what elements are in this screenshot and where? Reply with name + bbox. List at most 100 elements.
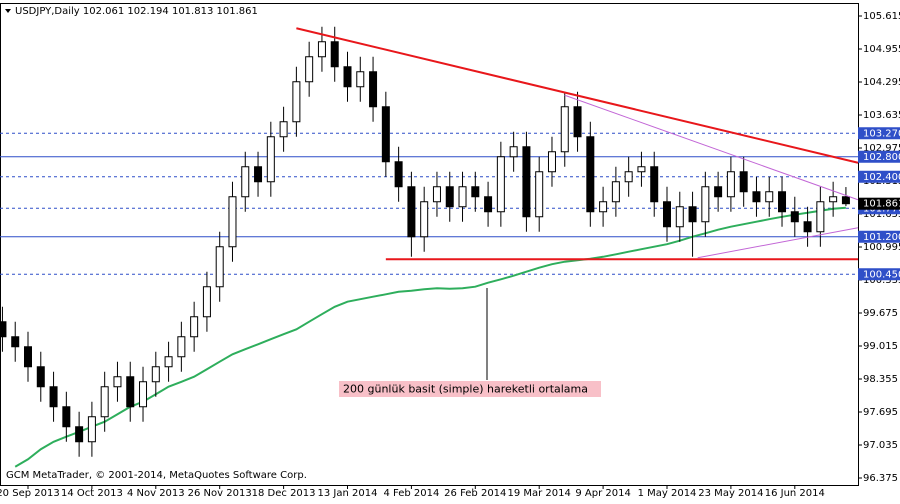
last-price-box bbox=[858, 197, 900, 210]
y-tick-label: 97.695 bbox=[863, 407, 898, 418]
chart-title: USDJPY,Daily 102.061 102.194 101.813 101… bbox=[15, 6, 258, 17]
level-label-box bbox=[858, 150, 900, 163]
last-price-label: 101.861 bbox=[863, 199, 900, 210]
candle-body bbox=[445, 186, 454, 208]
candle-body bbox=[739, 171, 748, 193]
candle-body bbox=[509, 146, 518, 158]
candle-body bbox=[49, 386, 58, 408]
candle-body bbox=[266, 136, 275, 183]
candle-body bbox=[330, 41, 339, 68]
x-tick-label: 16 Jun 2014 bbox=[765, 488, 825, 499]
y-tick-label: 98.355 bbox=[863, 374, 898, 385]
footer: GCM MetaTrader, © 2001-2014, MetaQuotes … bbox=[6, 470, 307, 481]
candle-body bbox=[790, 211, 799, 223]
candle-body bbox=[496, 156, 505, 213]
candle-body bbox=[343, 66, 352, 88]
candle-body bbox=[458, 186, 467, 208]
candle-body bbox=[560, 106, 569, 153]
x-tick-label: 23 May 2014 bbox=[698, 488, 763, 499]
candle-body bbox=[11, 336, 20, 348]
moving-average bbox=[14, 206, 846, 468]
candle-body bbox=[305, 56, 314, 83]
y-tick-label: 104.295 bbox=[863, 77, 900, 88]
candle-body bbox=[190, 316, 199, 338]
candle-body bbox=[816, 201, 825, 233]
level-label: 100.450 bbox=[863, 269, 900, 280]
candle-body bbox=[100, 386, 109, 418]
candle-body bbox=[317, 41, 326, 58]
candle-body bbox=[765, 191, 774, 203]
candle-body bbox=[369, 71, 378, 108]
candle-body bbox=[778, 191, 787, 213]
candle-body bbox=[177, 336, 186, 358]
symbol-arrow bbox=[5, 9, 11, 13]
candle-body bbox=[701, 186, 710, 223]
x-tick-label: 1 May 2014 bbox=[638, 488, 697, 499]
candle-body bbox=[36, 366, 45, 388]
candle-body bbox=[254, 166, 263, 183]
x-tick-label: 14 Oct 2013 bbox=[61, 488, 123, 499]
candle-body bbox=[24, 346, 32, 368]
y-tick-label: 96.375 bbox=[863, 473, 898, 484]
x-tick-label: 13 Jan 2014 bbox=[318, 488, 378, 499]
x-tick-label: 26 Feb 2014 bbox=[444, 488, 506, 499]
candle-body bbox=[624, 171, 633, 183]
candle-body bbox=[75, 426, 84, 443]
trendline bbox=[564, 94, 859, 201]
candle-body bbox=[841, 196, 850, 205]
candle-body bbox=[279, 121, 288, 138]
candle-body bbox=[726, 171, 735, 198]
y-tick-label: 99.675 bbox=[863, 308, 898, 319]
level-label: 101.200 bbox=[863, 232, 900, 243]
x-tick-label: 26 Nov 2013 bbox=[188, 488, 252, 499]
candle-body bbox=[752, 191, 761, 203]
candle-body bbox=[0, 321, 7, 338]
trendline bbox=[296, 27, 859, 164]
x-tick-label: 18 Dec 2013 bbox=[252, 488, 316, 499]
x-tick-label: 4 Feb 2014 bbox=[383, 488, 439, 499]
candle-body bbox=[151, 366, 160, 383]
candle-body bbox=[202, 286, 211, 318]
x-tick-label: 19 Mar 2014 bbox=[507, 488, 570, 499]
candle-body bbox=[586, 136, 595, 213]
y-tick-label: 104.955 bbox=[863, 44, 900, 55]
candle-body bbox=[381, 106, 390, 163]
candle-body bbox=[714, 186, 723, 198]
candle-body bbox=[420, 201, 429, 238]
y-tick-label: 102.975 bbox=[863, 143, 900, 154]
level-label: 103.270 bbox=[863, 128, 900, 139]
candle-body bbox=[611, 181, 620, 203]
annotation-box bbox=[339, 381, 601, 397]
candle-body bbox=[573, 106, 582, 138]
level-label-box bbox=[858, 127, 900, 140]
candle-body bbox=[164, 356, 173, 368]
candle-body bbox=[663, 201, 671, 228]
y-tick-label: 105.615 bbox=[863, 11, 900, 22]
y-tick-label: 97.035 bbox=[863, 440, 898, 451]
candle-body bbox=[522, 146, 531, 218]
candle-body bbox=[484, 196, 493, 213]
y-tick-label: 100.335 bbox=[863, 275, 900, 286]
candle-body bbox=[829, 196, 838, 203]
candle-body bbox=[688, 206, 697, 223]
candle-body bbox=[547, 151, 556, 173]
candle-body bbox=[535, 171, 544, 218]
candle-body bbox=[113, 376, 122, 388]
y-tick-label: 103.635 bbox=[863, 110, 900, 121]
candle-body bbox=[62, 406, 71, 428]
x-tick-label: 20 Sep 2013 bbox=[0, 488, 60, 499]
plot: 105.615104.955104.295103.635102.975102.3… bbox=[0, 11, 900, 499]
annotation: 200 günlük basit (simple) hareketli orta… bbox=[343, 383, 588, 396]
candle-body bbox=[356, 71, 365, 88]
level-label-box bbox=[858, 170, 900, 183]
candle-body bbox=[394, 161, 403, 188]
candle-body bbox=[292, 81, 301, 123]
candle-body bbox=[407, 186, 416, 238]
level-label: 102.800 bbox=[863, 152, 900, 163]
candle-body bbox=[599, 201, 608, 213]
candle-body bbox=[637, 166, 646, 173]
level-label-box bbox=[858, 268, 900, 281]
y-tick-label: 99.015 bbox=[863, 341, 898, 352]
